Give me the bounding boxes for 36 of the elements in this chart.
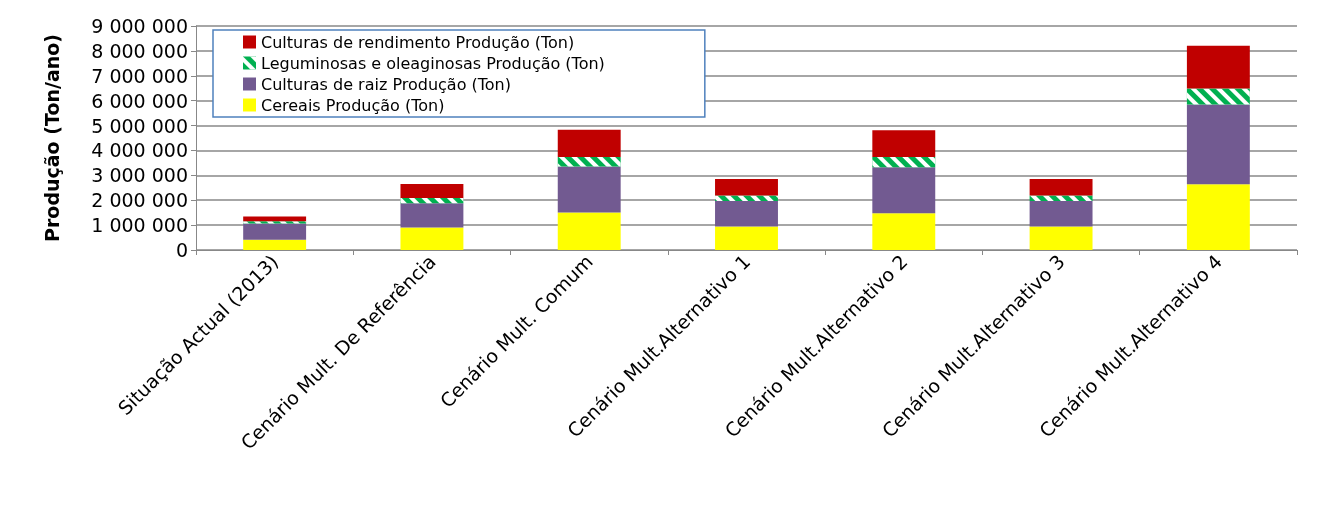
legend-label: Leguminosas e oleaginosas Produção (Ton) [261,53,605,73]
bar [400,184,464,198]
bar [1029,226,1093,250]
y-tick-label: 6 000 000 [91,89,188,112]
bar [557,166,621,213]
y-tick-label: 9 000 000 [91,15,188,37]
bar [872,213,936,250]
bar [872,130,936,157]
bar [243,223,307,240]
y-tick-label: 3 000 000 [91,164,188,187]
bar [1186,104,1250,185]
bar [243,216,307,222]
bar [715,226,778,250]
y-tick-label: 8 000 000 [91,39,188,62]
y-tick-label: 0 [175,239,188,261]
bar [1186,184,1250,250]
bar [557,212,621,250]
y-tick-label: 2 000 000 [91,189,188,212]
bar [1029,200,1093,227]
y-tick-label: 1 000 000 [91,214,188,237]
bar [557,129,621,157]
y-tick-label: 7 000 000 [91,64,188,87]
bar [872,167,936,214]
bar [400,227,464,250]
y-axis-title: Produção (Ton/ano) [40,34,63,242]
y-tick-label: 5 000 000 [91,114,188,137]
legend-label: Culturas de raiz Produção (Ton) [261,74,511,94]
bar [1186,45,1250,89]
bar [400,203,464,228]
bar [1029,179,1093,196]
bar [243,239,307,250]
legend-label: Culturas de rendimento Produção (Ton) [261,32,575,52]
y-tick-label: 4 000 000 [91,139,188,162]
bar [715,179,778,196]
bar [715,200,778,227]
legend-label: Cereais Produção (Ton) [261,95,445,115]
